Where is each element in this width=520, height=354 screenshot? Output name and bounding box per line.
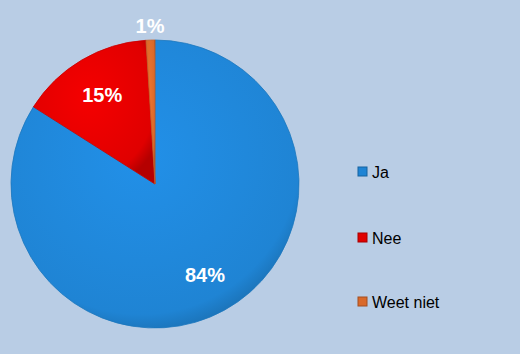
data-label: 1% [136, 15, 165, 37]
pie-slice [146, 40, 155, 184]
legend-label: Weet niet [372, 294, 440, 311]
chart: 84% 15% 1% Ja Nee Weet niet [0, 0, 520, 354]
legend-label: Nee [372, 230, 401, 247]
pie: 84% 15% 1% [11, 15, 299, 328]
legend-swatch [358, 297, 367, 306]
legend-swatch [358, 233, 367, 242]
data-label: 84% [185, 264, 225, 286]
legend-swatch [358, 167, 367, 176]
data-label: 15% [82, 84, 122, 106]
pie-slice [33, 40, 155, 184]
legend-label: Ja [372, 164, 389, 181]
pie-slice [11, 40, 299, 328]
background [0, 0, 520, 354]
legend: Ja Nee Weet niet [358, 164, 440, 311]
